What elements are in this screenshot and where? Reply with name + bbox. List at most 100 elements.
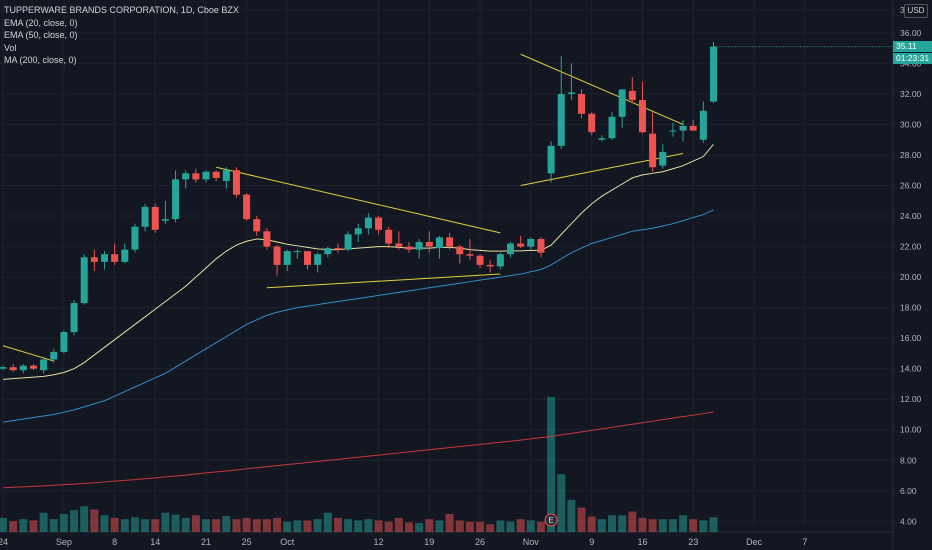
trendline — [520, 152, 684, 187]
price-tick-label: 22.00 — [900, 242, 922, 252]
volume-bar — [658, 519, 667, 532]
ma200-line — [2, 411, 714, 489]
volume-bar — [526, 520, 535, 532]
legend-ema20[interactable]: EMA (20, close, 0) — [4, 17, 78, 28]
candle-body — [567, 92, 575, 94]
candle-body — [9, 367, 17, 371]
time-tick-label: Sep — [56, 537, 72, 547]
volume-bar — [333, 517, 342, 532]
candle-body — [273, 246, 281, 265]
candle-body — [385, 229, 393, 244]
volume-bar — [0, 517, 7, 532]
volume-bar — [202, 519, 210, 532]
candle-body — [80, 257, 88, 304]
candle-body — [182, 173, 190, 180]
time-tick-label: Oct — [280, 537, 295, 547]
candle-body — [111, 254, 119, 262]
candle-body — [446, 237, 454, 247]
volume-bar — [151, 519, 160, 532]
candle-body — [496, 254, 504, 267]
volume-bar — [384, 521, 393, 532]
candle-body — [212, 171, 220, 178]
time-tick-label: Dec — [746, 537, 763, 547]
volume-bar — [100, 515, 109, 532]
candle-body — [243, 194, 251, 220]
price-tick-label: 14.00 — [900, 364, 922, 374]
price-tick-label: 30.00 — [900, 119, 922, 129]
volume-bar — [577, 507, 586, 532]
candle-body — [161, 219, 169, 221]
candle-body — [395, 243, 403, 247]
price-tick-label: 24.00 — [900, 211, 922, 221]
bar-countdown-label: 01:23:31 — [893, 52, 932, 64]
price-tick-label: 6.00 — [900, 486, 917, 496]
price-tick-label: 3 — [900, 5, 905, 15]
volume-bar — [415, 523, 424, 532]
volume-bar — [344, 519, 353, 532]
time-tick-label: 7 — [802, 537, 807, 547]
symbol-title[interactable]: TUPPERWARE BRANDS CORPORATION, 1D, Cboe … — [4, 5, 239, 15]
candle-body — [699, 110, 707, 140]
candle-body — [689, 126, 697, 131]
volume-bar — [709, 517, 718, 532]
candle-body — [293, 251, 301, 253]
volume-bar — [506, 521, 515, 532]
volume-bar — [689, 519, 698, 532]
volume-bar — [303, 520, 312, 532]
time-tick-label: 19 — [424, 537, 434, 547]
price-tick-label: 8.00 — [900, 455, 917, 465]
volume-bar — [9, 521, 18, 532]
volume-bar — [465, 521, 474, 532]
volume-bar — [70, 510, 79, 532]
candle-body — [466, 254, 474, 256]
time-tick-label: 24 — [0, 537, 8, 547]
legend-ma200[interactable]: MA (200, close, 0) — [4, 55, 77, 65]
candle-body — [618, 89, 626, 117]
candle-body — [588, 113, 596, 133]
volume-bar — [425, 519, 434, 532]
volume-bar — [648, 519, 657, 532]
candle-body — [527, 238, 535, 247]
price-tick-label: 20.00 — [900, 272, 922, 282]
candle-body — [0, 367, 7, 369]
time-tick-label: 23 — [688, 537, 698, 547]
candle-body — [324, 248, 332, 255]
volume-bar — [80, 506, 89, 532]
candle-body — [537, 238, 545, 253]
volume-bar — [516, 519, 525, 532]
currency-badge[interactable]: USD — [904, 4, 928, 18]
volume-bar — [29, 520, 38, 532]
candle-body — [608, 116, 616, 139]
earnings-marker — [544, 513, 558, 527]
candle-body — [425, 242, 433, 247]
last-price-label: 35.11 — [893, 40, 932, 52]
candle-body — [344, 234, 352, 250]
price-tick-label: 26.00 — [900, 181, 922, 191]
volume-bar — [110, 517, 119, 532]
candle-body — [334, 248, 342, 250]
candle-body — [638, 100, 646, 133]
price-tick-label: 10.00 — [900, 425, 922, 435]
volume-bar — [90, 509, 99, 532]
volume-bar — [638, 517, 647, 532]
candle-body — [202, 171, 210, 180]
candle-body — [60, 332, 68, 352]
time-tick-label: 25 — [242, 537, 252, 547]
legend-volume[interactable]: Vol — [4, 42, 17, 53]
volume-bar — [161, 512, 170, 532]
candle-body — [649, 133, 657, 168]
legend-ema50[interactable]: EMA (50, close, 0) — [4, 30, 78, 40]
candle-body — [628, 90, 636, 101]
volume-bar — [232, 519, 241, 532]
volume-bar — [547, 397, 556, 532]
price-tick-label: 32.00 — [900, 89, 922, 99]
volume-bar — [679, 515, 688, 532]
volume-bar — [455, 520, 464, 532]
candle-body — [141, 206, 149, 227]
candle-body — [375, 217, 383, 230]
time-tick-label: 26 — [475, 537, 485, 547]
candle-body — [50, 351, 58, 360]
price-tick-label: 18.00 — [900, 303, 922, 313]
